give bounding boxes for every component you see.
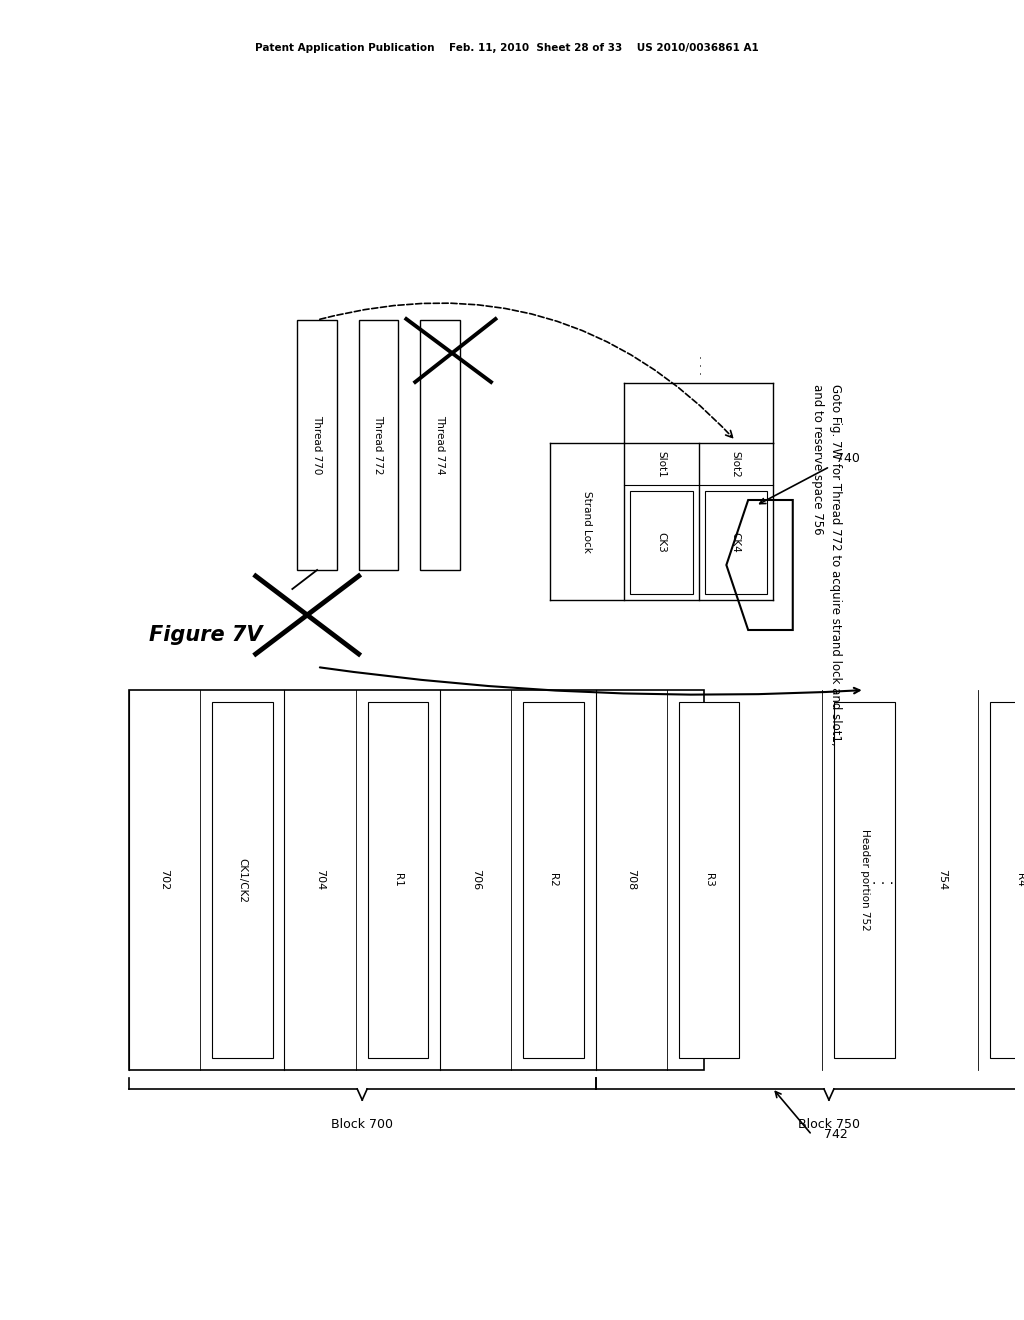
Text: 740: 740 (836, 453, 859, 465)
Text: R4: R4 (1015, 873, 1024, 887)
Text: 742: 742 (824, 1129, 848, 1142)
Text: Slot1: Slot1 (656, 450, 667, 478)
Bar (523, 702, 584, 1059)
Bar (835, 702, 895, 1059)
Text: CK4: CK4 (731, 532, 740, 553)
Text: Thread 774: Thread 774 (435, 416, 445, 475)
Bar (368, 702, 428, 1059)
Bar (297, 319, 337, 570)
FancyArrowPatch shape (319, 304, 732, 438)
Text: R2: R2 (549, 873, 558, 887)
Text: CK3: CK3 (656, 532, 667, 553)
Bar (990, 702, 1024, 1059)
Bar (630, 491, 692, 594)
Text: Thread 770: Thread 770 (312, 416, 323, 475)
Text: Goto Fig. 7W for Thread 772 to acquire strand lock and slot1,
and to reserve spa: Goto Fig. 7W for Thread 772 to acquire s… (811, 384, 842, 746)
Text: Thread 772: Thread 772 (374, 416, 384, 475)
Text: Header portion 752: Header portion 752 (859, 829, 869, 931)
Text: Figure 7V: Figure 7V (148, 624, 262, 645)
Text: Block 750: Block 750 (798, 1118, 860, 1131)
Text: R3: R3 (705, 873, 714, 887)
Bar (679, 702, 739, 1059)
Text: CK1/CK2: CK1/CK2 (238, 858, 247, 903)
Text: . . .: . . . (872, 873, 894, 887)
Text: Slot2: Slot2 (731, 450, 740, 478)
Text: 704: 704 (315, 870, 325, 891)
Text: R1: R1 (393, 873, 402, 887)
Text: 754: 754 (937, 870, 947, 891)
Text: 706: 706 (471, 870, 480, 891)
Text: Block 700: Block 700 (331, 1118, 393, 1131)
Bar (358, 319, 398, 570)
Bar (705, 491, 767, 594)
Text: . . .: . . . (692, 355, 706, 375)
Text: Patent Application Publication    Feb. 11, 2010  Sheet 28 of 33    US 2010/00368: Patent Application Publication Feb. 11, … (256, 44, 759, 53)
Text: Strand Lock: Strand Lock (582, 491, 592, 553)
Text: 708: 708 (627, 870, 636, 891)
Bar (129, 690, 703, 1071)
Bar (212, 702, 272, 1059)
Bar (420, 319, 460, 570)
Text: 702: 702 (160, 870, 170, 891)
